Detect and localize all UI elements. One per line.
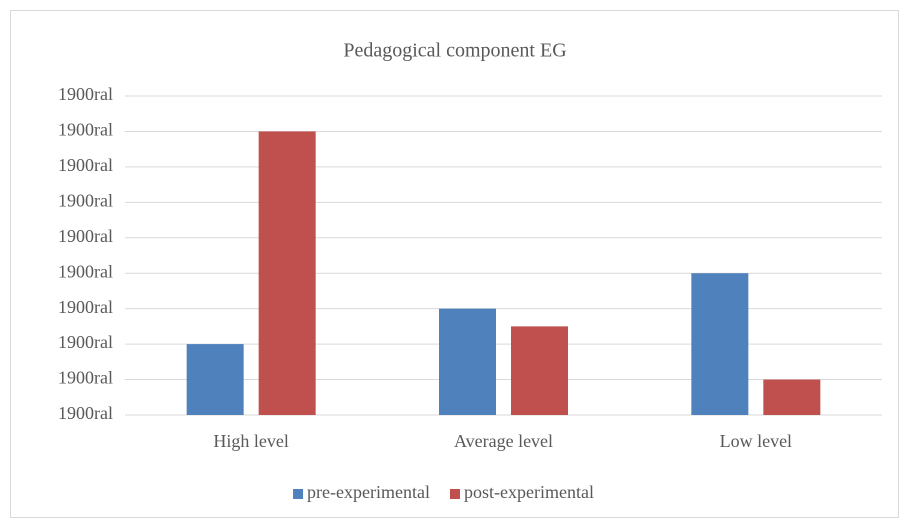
chart-border — [10, 10, 899, 518]
legend-label: post-experimental — [464, 482, 594, 502]
bar — [258, 131, 316, 415]
chart-title: Pedagogical component EG — [343, 40, 566, 62]
y-tick-label: 1900ral — [58, 84, 113, 104]
y-tick-label: 1900ral — [58, 261, 113, 281]
x-tick-label: Average level — [454, 431, 553, 451]
y-tick-label: 1900ral — [58, 297, 113, 317]
y-tick-label: 1900ral — [58, 403, 113, 423]
x-tick-label: High level — [213, 431, 288, 451]
bar — [763, 379, 821, 415]
legend-swatch — [293, 489, 304, 499]
y-tick-label: 1900ral — [58, 226, 113, 246]
y-tick-label: 1900ral — [58, 190, 113, 210]
bar — [439, 308, 496, 415]
bar — [691, 273, 749, 415]
bar — [511, 326, 568, 415]
y-tick-label: 1900ral — [58, 120, 113, 140]
legend-label: pre-experimental — [307, 482, 430, 502]
y-tick-label: 1900ral — [58, 155, 113, 175]
y-tick-label: 1900ral — [58, 332, 113, 352]
bar — [186, 344, 244, 415]
x-tick-label: Low level — [720, 431, 792, 451]
legend-swatch — [449, 489, 460, 499]
y-tick-label: 1900ral — [58, 368, 113, 388]
